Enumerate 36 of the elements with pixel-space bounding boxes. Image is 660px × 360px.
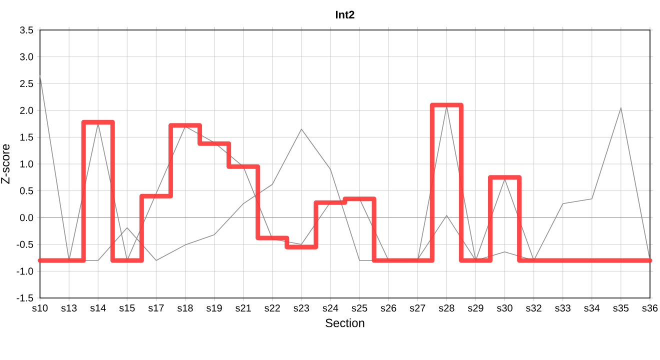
x-tick-label: s36 xyxy=(642,304,658,312)
x-tick-label: s33 xyxy=(555,304,570,312)
y-tick-label: -1.0 xyxy=(16,268,34,275)
y-tick-label: -1.5 xyxy=(16,294,34,302)
x-tick-label: s10 xyxy=(32,304,48,312)
x-tick-label: s14 xyxy=(90,304,106,312)
x-tick-label: s15 xyxy=(119,304,135,312)
x-tick-label: s25 xyxy=(352,304,368,312)
y-tick-label: 0.5 xyxy=(20,187,34,194)
x-tick-label: s27 xyxy=(410,304,426,312)
y-tick-label: 1.0 xyxy=(20,160,34,168)
x-tick-label: s24 xyxy=(322,304,338,312)
y-tick-label: -0.5 xyxy=(16,240,34,248)
y-tick-label: 2.5 xyxy=(20,80,34,88)
x-axis-title: Section xyxy=(326,318,364,328)
y-axis-title: Z-score xyxy=(1,144,10,184)
x-tick-label: s28 xyxy=(438,304,454,312)
chart-title: Int2 xyxy=(336,10,354,18)
x-tick-label: s30 xyxy=(497,304,512,312)
y-tick-label: 3.5 xyxy=(20,26,34,34)
x-tick-label: s17 xyxy=(148,304,164,312)
x-tick-label: s26 xyxy=(380,304,396,312)
x-tick-label: s35 xyxy=(613,304,629,312)
x-tick-label: s29 xyxy=(468,304,484,312)
x-tick-label: s32 xyxy=(526,304,542,312)
x-tick-label: s21 xyxy=(236,304,251,312)
x-tick-label: s13 xyxy=(61,304,77,312)
x-tick-label: s18 xyxy=(177,304,193,312)
y-tick-label: 1.5 xyxy=(20,134,34,141)
y-tick-label: 3.0 xyxy=(20,53,34,60)
y-tick-label: 2.0 xyxy=(20,106,34,114)
x-tick-label: s19 xyxy=(206,304,222,312)
x-tick-label: s23 xyxy=(294,304,310,312)
y-tick-label: 0.0 xyxy=(20,214,34,222)
x-tick-label: s22 xyxy=(264,304,280,312)
x-tick-label: s34 xyxy=(584,304,600,312)
